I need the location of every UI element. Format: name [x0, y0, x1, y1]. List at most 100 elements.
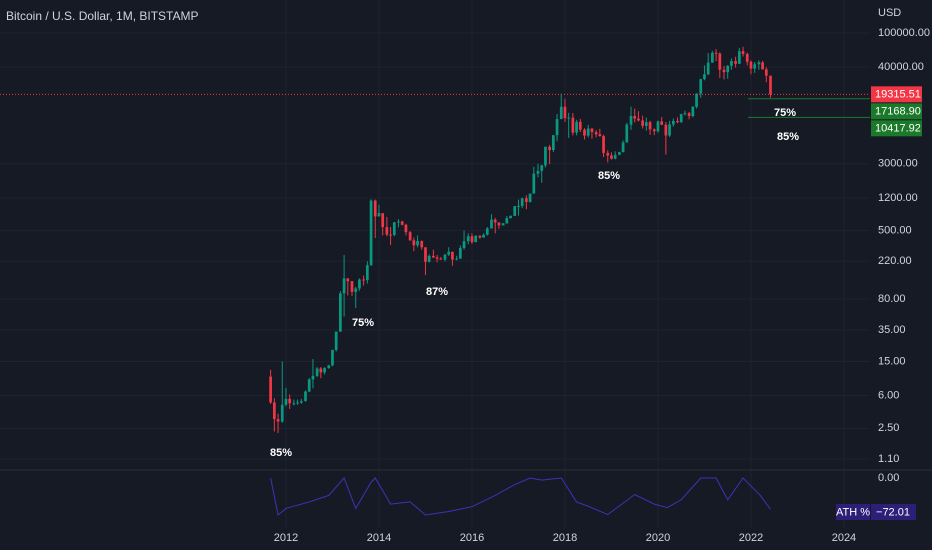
candle-body: [528, 193, 532, 202]
candle-body: [497, 222, 501, 226]
candle-body: [625, 124, 629, 143]
y-tick-label: 3000.00: [878, 158, 918, 170]
y-tick-label: 40000.00: [878, 61, 924, 73]
candle-body: [439, 258, 443, 260]
candle-body: [319, 368, 323, 373]
candle-body: [346, 278, 350, 282]
candle-body: [621, 142, 625, 153]
candle-body: [470, 236, 474, 243]
candle-body: [676, 120, 679, 123]
annotation: 85%: [270, 447, 292, 459]
candle-body: [540, 165, 544, 171]
candle-body: [276, 419, 280, 422]
candle-body: [385, 227, 389, 235]
candle-body: [749, 61, 753, 69]
candle-body: [307, 379, 311, 392]
candle-body: [520, 198, 524, 206]
candle-body: [354, 288, 358, 292]
candle-body: [668, 124, 671, 136]
indicator-line: [270, 477, 771, 516]
price-label-box: [871, 103, 922, 120]
candle-body: [737, 51, 741, 64]
candle-body: [292, 403, 296, 405]
candle-body: [427, 255, 431, 262]
candle-body: [567, 117, 571, 119]
candle-body: [350, 281, 354, 292]
candle-body: [563, 106, 567, 119]
price-label: 17168.90: [875, 106, 921, 118]
candle-body: [532, 173, 536, 194]
candle-body: [610, 155, 613, 159]
candle-body: [575, 121, 578, 133]
candle-body: [284, 398, 288, 405]
price-label: 19315.51: [875, 89, 921, 101]
candle-body: [594, 132, 598, 135]
candle-body: [517, 205, 520, 207]
candle-body: [726, 65, 730, 73]
candle-body: [769, 75, 772, 95]
candle-body: [342, 278, 346, 294]
candle-body: [633, 115, 637, 119]
candle-body: [315, 368, 319, 376]
indicator-value-box: [871, 504, 916, 520]
candle-body: [311, 375, 315, 380]
y-tick-label: 2.50: [878, 422, 899, 434]
candle-body: [269, 376, 272, 403]
y-tick-label: 1200.00: [878, 192, 918, 204]
candle-body: [443, 254, 447, 260]
candle-body: [392, 222, 396, 235]
candle-body: [339, 293, 342, 332]
annotation: 75%: [774, 107, 796, 119]
candle-body: [466, 236, 470, 242]
candle-body: [711, 52, 714, 63]
candle-body: [505, 218, 509, 224]
candle-body: [362, 279, 365, 281]
candles: [269, 46, 772, 434]
candle-body: [525, 198, 528, 202]
price-label-box: [871, 120, 922, 137]
candle-body: [377, 213, 381, 217]
candle-body: [334, 331, 338, 350]
candle-body: [555, 119, 559, 136]
candle-body: [462, 241, 466, 249]
candle-body: [734, 61, 737, 64]
x-tick-label: 2012: [274, 532, 298, 544]
x-tick-label: 2014: [367, 532, 391, 544]
candle-body: [618, 152, 621, 155]
y-tick-label: 80.00: [878, 293, 906, 305]
y-tick-label: 15.00: [878, 355, 906, 367]
candle-body: [741, 51, 745, 54]
y-tick-label: 35.00: [878, 324, 906, 336]
candle-body: [598, 134, 602, 137]
candle-body: [637, 118, 640, 121]
candle-body: [288, 398, 292, 404]
candle-body: [548, 146, 551, 151]
candle-body: [644, 122, 648, 126]
candle-body: [652, 129, 656, 132]
candle-body: [323, 367, 326, 373]
candle-body: [703, 74, 706, 80]
candle-body: [389, 234, 392, 236]
y-tick-label: 100000.00: [878, 27, 930, 39]
annotation: 85%: [777, 131, 799, 143]
indicator-value-label: −72.01: [876, 506, 910, 518]
annotation: 85%: [598, 170, 620, 182]
candle-body: [490, 219, 493, 229]
candle-body: [687, 113, 691, 117]
candle-body: [761, 62, 764, 70]
candle-body: [714, 52, 718, 54]
candle-body: [280, 404, 284, 422]
candle-body: [482, 234, 485, 238]
indicator-name: ATH %: [836, 506, 870, 518]
candle-body: [613, 154, 617, 159]
candle-body: [408, 232, 412, 241]
candle-body: [420, 241, 424, 248]
price-label-box: [871, 86, 922, 103]
y-tick-label: 1.10: [878, 453, 899, 465]
candle-body: [730, 61, 733, 66]
candle-body: [397, 221, 400, 223]
candle-body: [485, 228, 489, 235]
candle-body: [757, 62, 761, 65]
candle-body: [455, 258, 458, 260]
